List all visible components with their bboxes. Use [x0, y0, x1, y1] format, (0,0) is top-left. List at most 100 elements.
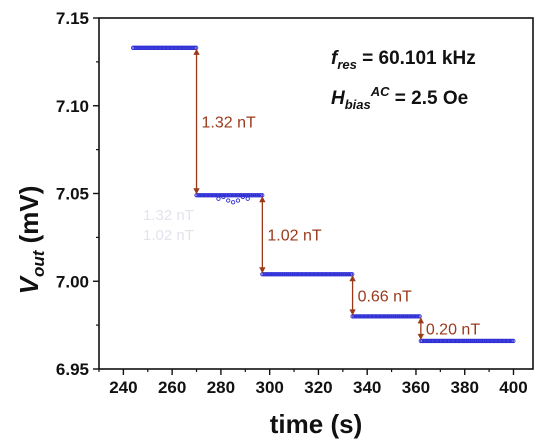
data-point — [483, 338, 488, 344]
arrow-head — [259, 196, 266, 203]
data-point — [397, 314, 402, 319]
data-point — [477, 338, 482, 344]
data-point — [410, 314, 416, 319]
data-point — [357, 314, 362, 319]
data-point — [472, 338, 477, 344]
y-axis-label-unit: (mV) — [14, 186, 44, 251]
plot-frame — [98, 17, 534, 370]
data-point — [202, 193, 207, 198]
data-point — [383, 314, 389, 319]
data-point — [226, 193, 231, 198]
data-point — [408, 314, 413, 319]
data-point — [201, 193, 206, 198]
data-point — [160, 45, 165, 50]
data-point — [161, 45, 167, 50]
data-point — [301, 272, 307, 277]
data-point — [327, 272, 332, 277]
data-point — [210, 193, 215, 198]
data-point — [264, 272, 269, 277]
data-point — [187, 45, 192, 50]
ghost-label: 1.32 nT — [143, 207, 194, 224]
data-point — [433, 338, 438, 344]
data-point — [441, 338, 446, 344]
data-point — [424, 338, 429, 344]
arrow-head — [417, 333, 425, 340]
data-point — [480, 338, 485, 344]
data-point — [319, 272, 324, 277]
data-point — [136, 45, 141, 50]
arrow-head — [349, 309, 356, 316]
data-point — [481, 338, 487, 344]
data-point — [375, 314, 381, 319]
data-point — [413, 314, 418, 319]
data-point — [409, 314, 414, 319]
data-point — [155, 45, 160, 50]
data-point — [156, 45, 161, 50]
data-point — [355, 314, 361, 319]
data-point — [446, 338, 452, 344]
data-point — [266, 272, 272, 277]
x-tick-label: 400 — [499, 378, 527, 397]
data-layer — [130, 45, 516, 344]
data-point — [137, 45, 142, 50]
data-point — [164, 45, 169, 50]
data-point — [458, 338, 464, 344]
data-point — [237, 193, 242, 198]
data-point — [428, 338, 433, 344]
data-point-noise — [245, 196, 250, 201]
data-point — [276, 272, 281, 277]
data-point — [339, 272, 344, 277]
data-point — [509, 338, 515, 344]
data-point — [176, 45, 181, 50]
x-tick-label: 240 — [109, 378, 137, 397]
data-point — [221, 193, 226, 198]
data-point — [462, 338, 468, 344]
data-point — [163, 45, 168, 50]
data-point — [460, 338, 465, 344]
data-point — [400, 314, 405, 319]
data-point — [484, 338, 489, 344]
data-point — [437, 338, 442, 344]
data-point — [292, 272, 297, 277]
data-point — [173, 45, 179, 50]
data-point — [504, 338, 509, 344]
x-tick-label: 320 — [304, 378, 332, 397]
data-point — [309, 272, 315, 277]
data-point-noise — [235, 198, 241, 203]
data-point — [466, 338, 472, 344]
data-point — [189, 45, 195, 50]
data-point — [473, 338, 478, 344]
x-tick-label: 380 — [451, 378, 479, 397]
data-point — [367, 314, 373, 319]
data-point — [153, 45, 159, 50]
data-point — [180, 45, 185, 50]
data-point — [503, 338, 508, 344]
data-point — [440, 338, 445, 344]
data-point — [476, 338, 481, 344]
arrow-head — [193, 48, 200, 55]
arrow-head — [417, 317, 425, 324]
data-point — [465, 338, 470, 344]
data-point-noise — [216, 196, 221, 201]
data-point — [209, 193, 214, 198]
data-point — [303, 272, 308, 277]
info-line-hbias: HbiasAC = 2.5 Oe — [331, 84, 468, 112]
data-point — [382, 314, 387, 319]
info-line-frequency: fres = 60.101 kHz — [331, 48, 476, 72]
data-point — [145, 45, 151, 50]
data-point — [500, 338, 505, 344]
data-point — [300, 272, 305, 277]
data-point — [456, 338, 461, 344]
data-point — [420, 338, 425, 344]
data-point — [489, 338, 495, 344]
data-point — [168, 45, 173, 50]
y-axis-label-sub: out — [29, 249, 48, 277]
data-point — [402, 314, 408, 319]
arrow-head — [259, 267, 266, 274]
data-point — [256, 193, 261, 198]
data-point — [449, 338, 454, 344]
data-point — [328, 272, 333, 277]
data-point — [252, 193, 257, 198]
data-point — [425, 338, 430, 344]
